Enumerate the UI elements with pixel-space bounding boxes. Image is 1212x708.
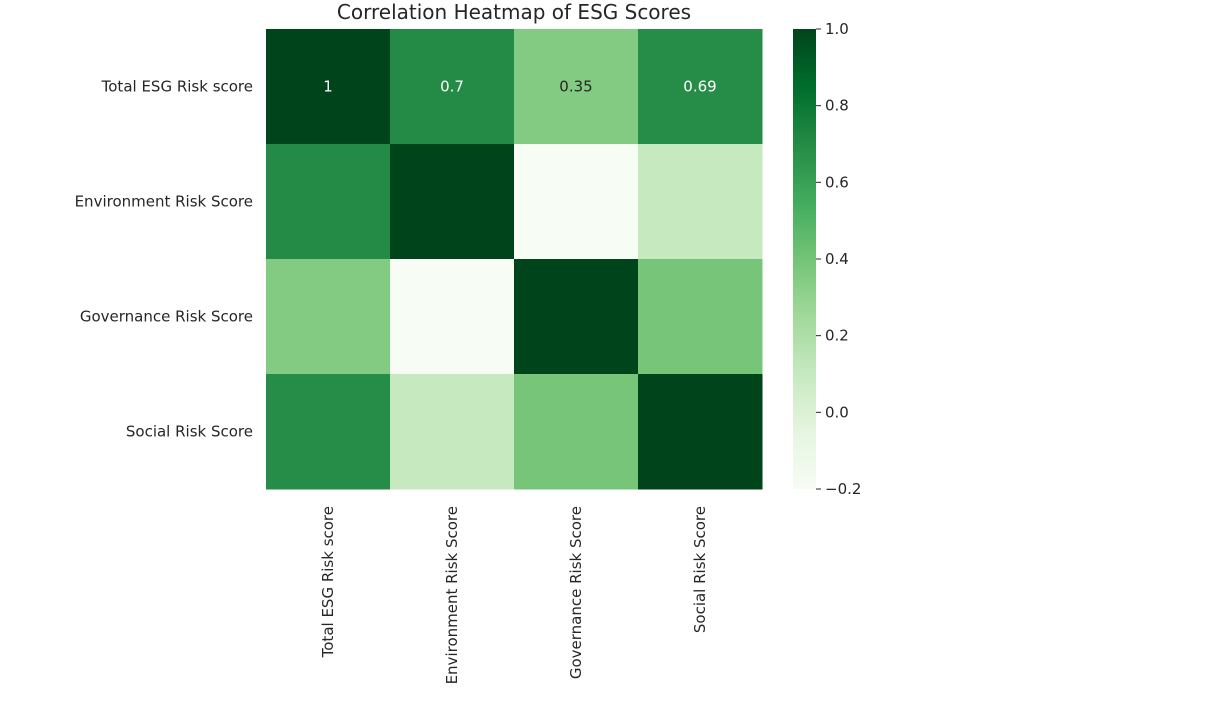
heatmap-cell [514,374,639,490]
colorbar-tick-label: 0.2 [825,327,849,345]
row-label: Environment Risk Score [75,193,253,211]
column-label: Governance Risk Score [567,506,585,679]
heatmap-cell [514,259,639,375]
heatmap-cell [390,374,515,490]
cell-annotation: 0.7 [440,78,464,96]
chart-title: Correlation Heatmap of ESG Scores [337,0,691,24]
heatmap-cell [638,259,763,375]
column-label: Environment Risk Score [443,506,461,684]
heatmap-cell [390,259,515,375]
column-label: Total ESG Risk score [319,506,337,658]
heatmap-cell [266,259,391,375]
column-label: Social Risk Score [691,506,709,633]
colorbar-tick-label: 1.0 [825,20,849,38]
heatmap-cells: 1 0.7 0.35 0.69 [266,29,763,490]
colorbar-ticks: 1.0 0.8 0.6 0.4 0.2 0.0 −0.2 [816,20,861,498]
heatmap-cell [266,29,391,145]
colorbar-tick-label: 0.8 [825,97,849,115]
heatmap-cell [514,144,639,260]
heatmap-cell [266,374,391,490]
colorbar [793,29,816,489]
heatmap-cell [638,374,763,490]
colorbar-tick-label: 0.0 [825,403,849,421]
row-labels: Total ESG Risk score Environment Risk Sco… [75,78,253,441]
heatmap-cell [390,29,515,145]
colorbar-tick-label: −0.2 [825,480,861,498]
colorbar-tick-label: 0.6 [825,173,849,191]
cell-annotation: 0.35 [559,78,592,96]
cell-annotation: 0.69 [683,78,716,96]
heatmap-cell [514,29,639,145]
row-label: Governance Risk Score [80,308,253,326]
heatmap-cell [638,29,763,145]
cell-annotation: 1 [323,78,333,96]
heatmap-cell [390,144,515,260]
column-labels: Total ESG Risk score Environment Risk Sco… [319,506,709,684]
colorbar-tick-label: 0.4 [825,250,849,268]
heatmap-cell [638,144,763,260]
row-label: Total ESG Risk score [101,78,253,96]
row-label: Social Risk Score [126,423,253,441]
heatmap-cell [266,144,391,260]
